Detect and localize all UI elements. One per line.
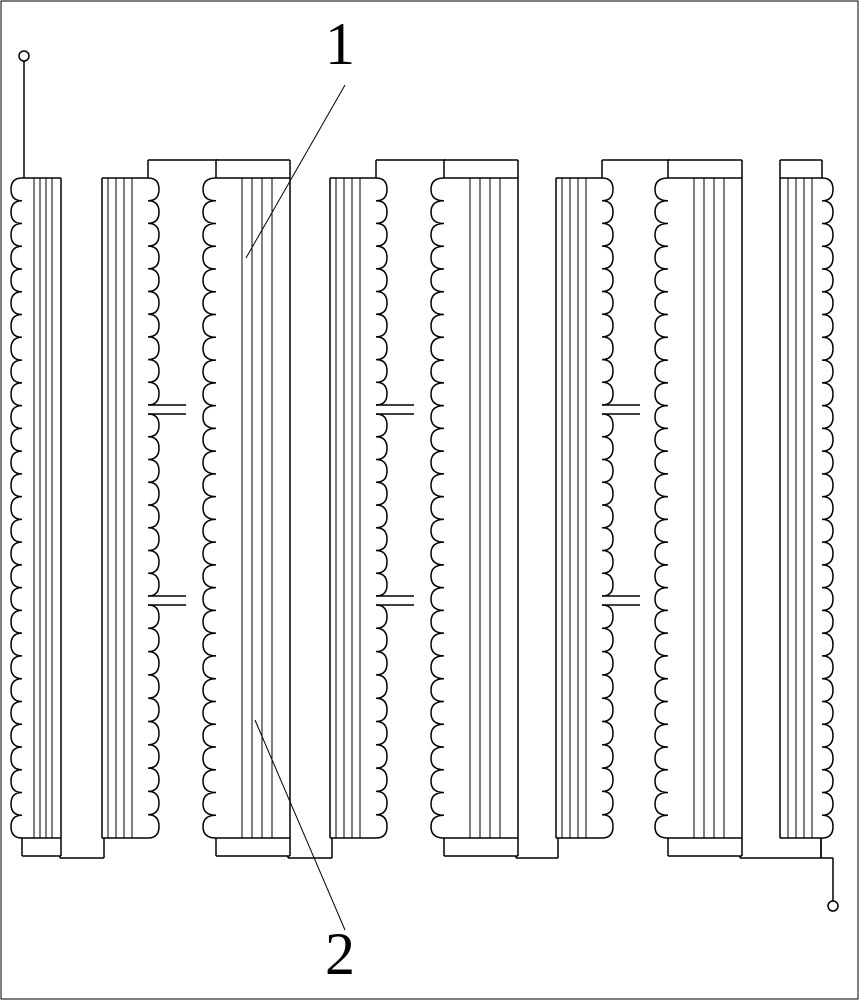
diagram-canvas: 1 2	[0, 0, 859, 1000]
callout-label-2: 2	[325, 920, 355, 989]
callout-label-1: 1	[325, 10, 355, 79]
diagram-svg	[0, 0, 859, 1000]
